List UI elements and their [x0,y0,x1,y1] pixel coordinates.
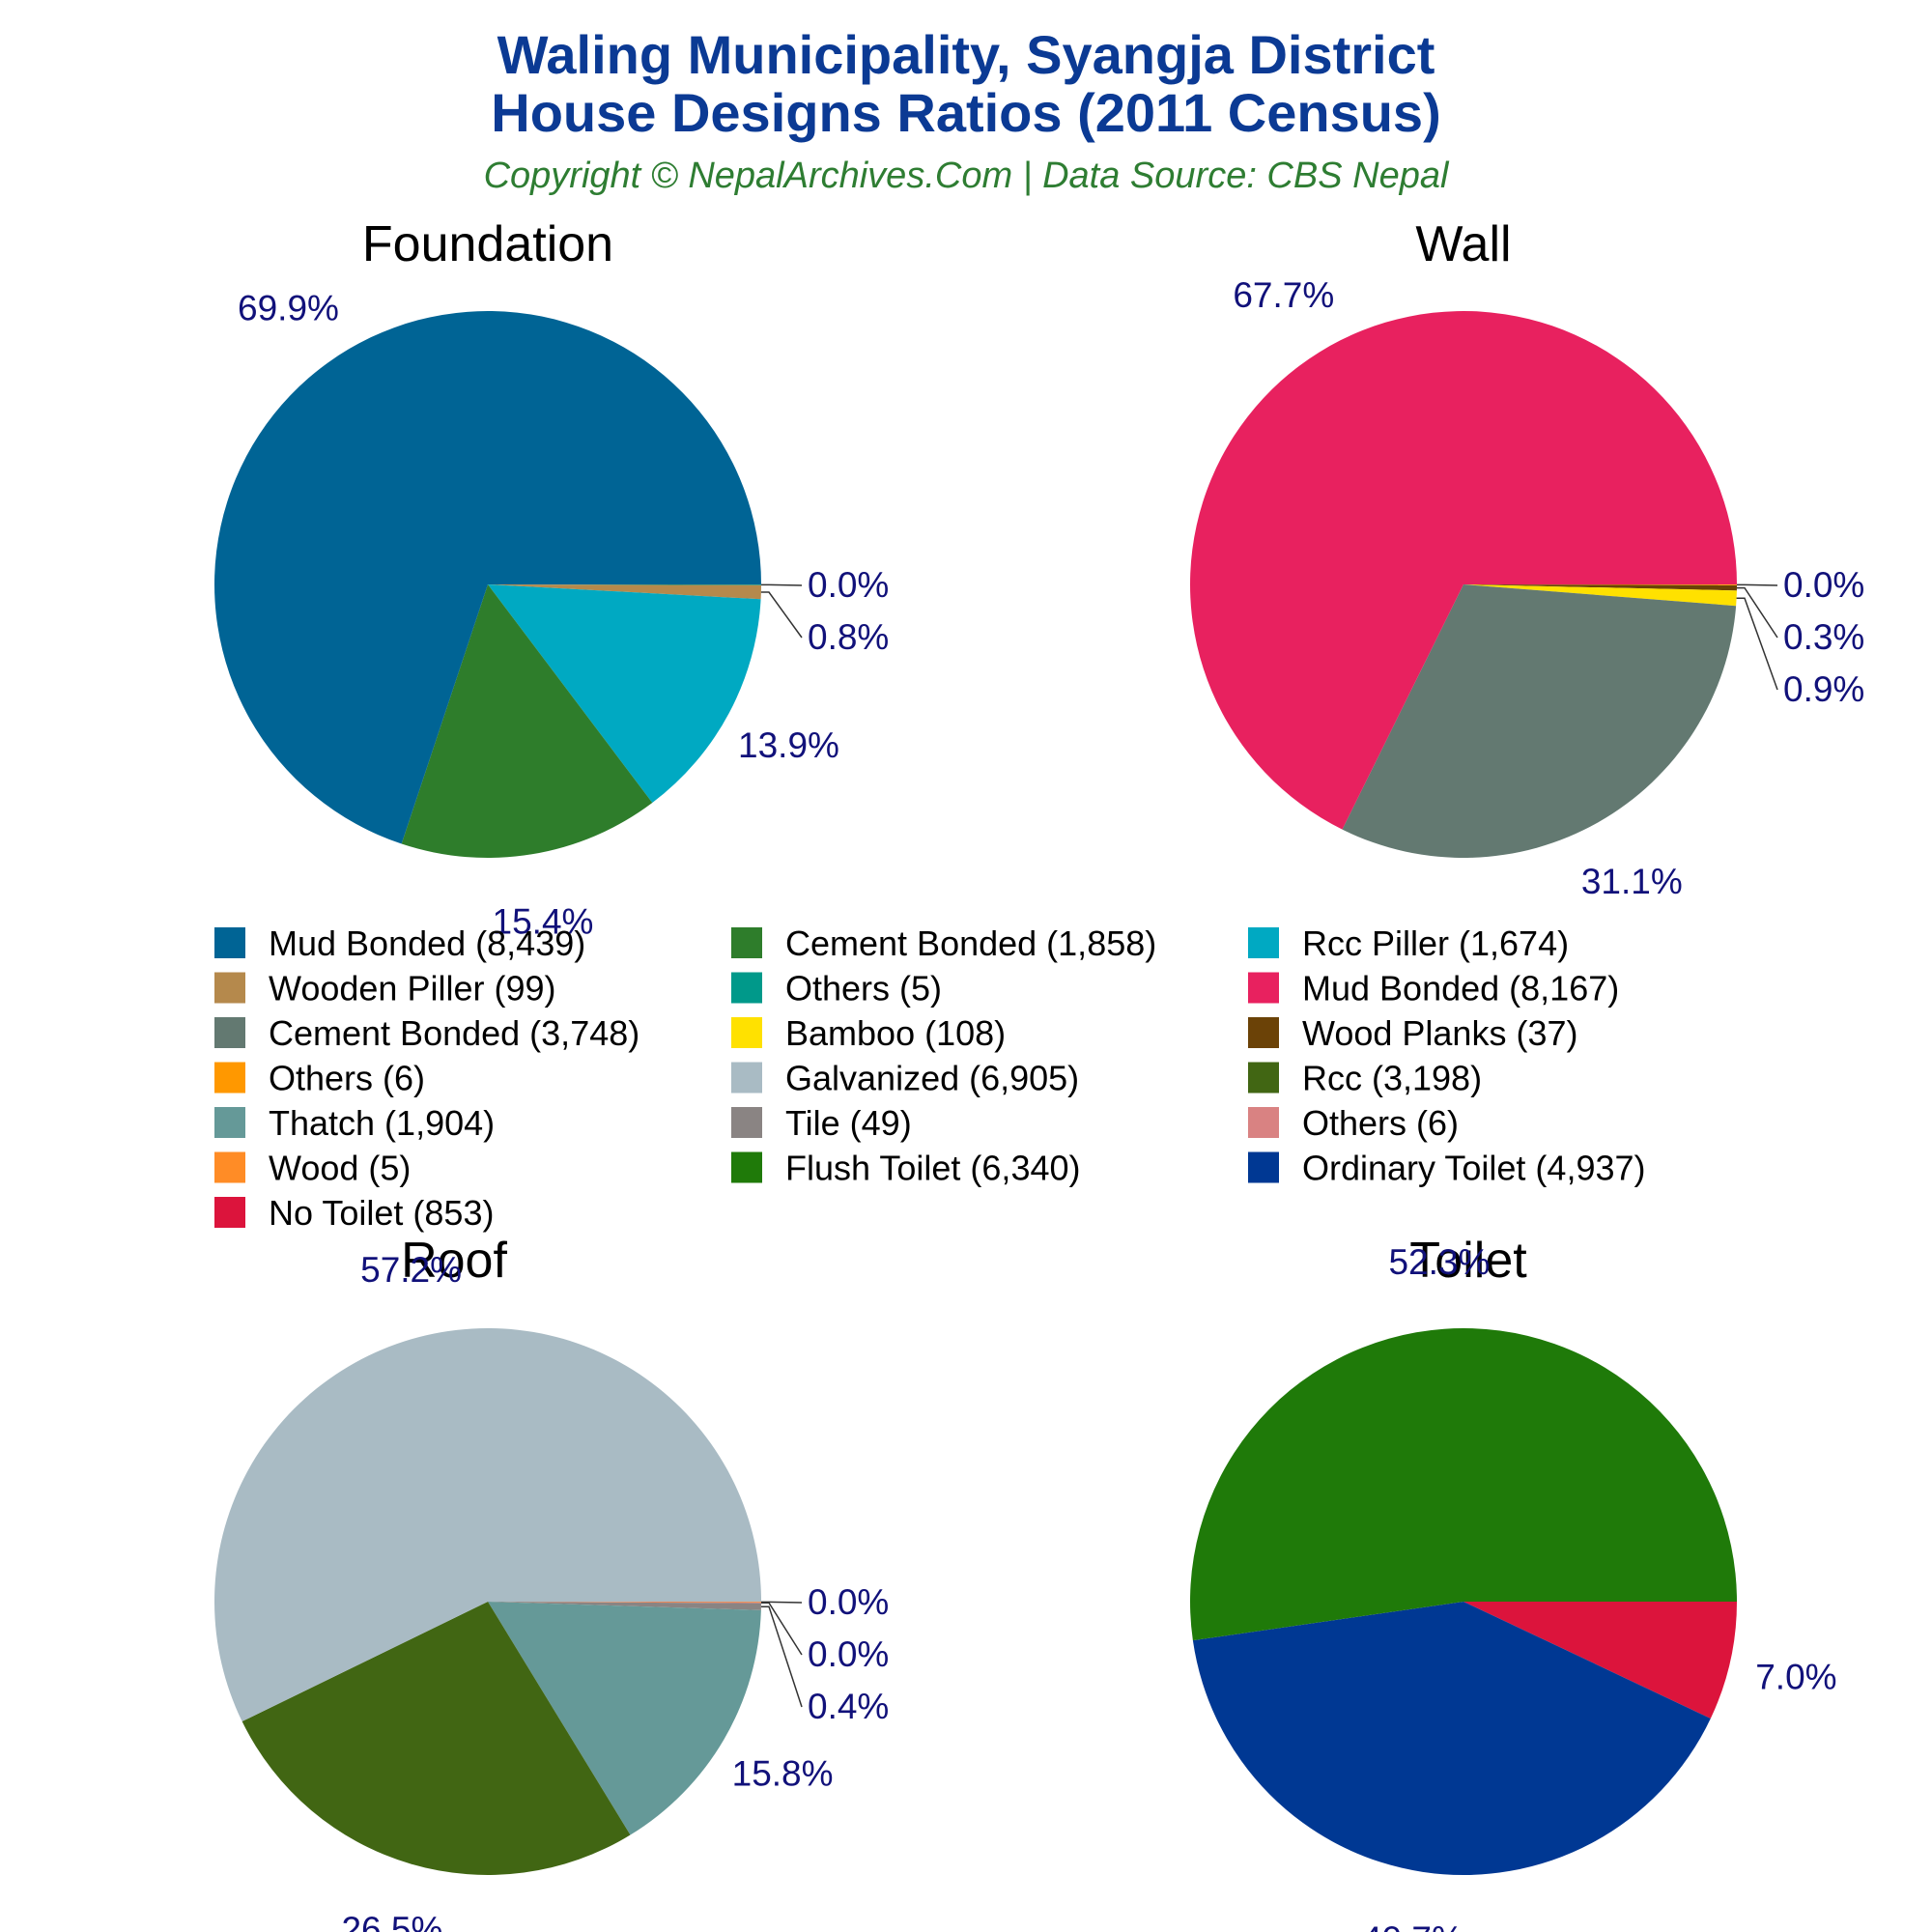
chart-title-line1: Waling Municipality, Syangja District [497,24,1435,85]
legend-swatch-cement-bonded-1-858 [731,927,762,958]
pie-label-wall-wood-planks: 0.3% [1783,617,1864,657]
legend-label-no-toilet-853: No Toilet (853) [269,1193,494,1233]
pie-slice-wall-wood-planks [1463,584,1737,591]
pie-leader-foundation-wooden-piller [760,591,803,639]
legend-swatch-others-5 [731,972,762,1004]
pie-leader-wall-wood-planks [1737,586,1778,639]
pie-slice-foundation-others [488,584,762,585]
legend-label-mud-bonded-8-439: Mud Bonded (8,439) [269,923,585,963]
pie-slice-foundation-wooden-piller [488,584,761,600]
legend-swatch-others-6 [1248,1107,1279,1138]
pie-title-roof: Roof [401,1233,507,1289]
legend-label-cement-bonded-3-748: Cement Bonded (3,748) [269,1013,639,1053]
pie-slice-roof-thatch [488,1602,761,1835]
chart-subtitle: Copyright © NepalArchives.Com | Data Sou… [484,156,1450,196]
pie-slice-foundation-cement-bonded [401,584,653,859]
legend-swatch-wooden-piller-99 [214,972,245,1004]
legend-label-rcc-3-198: Rcc (3,198) [1302,1059,1482,1098]
legend-label-mud-bonded-8-167: Mud Bonded (8,167) [1302,969,1619,1009]
legend-swatch-others-6 [214,1062,245,1094]
legend-swatch-flush-toilet-6-340 [731,1151,762,1183]
legend-label-flush-toilet-6-340: Flush Toilet (6,340) [785,1149,1081,1188]
pie-slice-roof-rcc [242,1602,631,1876]
pie-leader-wall-others [1737,583,1778,586]
pie-slice-wall-others [1463,584,1738,585]
chart-title-line2: House Designs Ratios (2011 Census) [491,82,1440,143]
pie-leader-foundation-others [761,583,803,586]
pie-label-toilet-flush-toilet: 52.3% [1388,1242,1490,1282]
legend-swatch-wood-planks-37 [1248,1017,1279,1048]
legend-label-others-5: Others (5) [785,969,942,1009]
legend-label-ordinary-toilet-4-937: Ordinary Toilet (4,937) [1302,1149,1646,1188]
pie-title-wall: Wall [1415,216,1511,272]
pie-wall: Wall 31.1% 67.7% 0.0% 0.3% 0.9% [1190,216,1864,901]
pie-label-foundation-others: 0.0% [808,565,889,605]
pie-label-roof-others: 0.0% [808,1634,889,1674]
legend-swatch-wood-5 [214,1151,245,1183]
legend-label-bamboo-108: Bamboo (108) [785,1013,1006,1053]
pie-label-foundation-cement-bonded: 15.4% [493,901,594,941]
pie-label-roof-galvanized: 57.2% [360,1250,462,1290]
pie-foundation: Foundation 13.9% 15.4% 69.9% 0.0% 0.8% [213,216,889,941]
pie-label-wall-mud-bonded: 67.7% [1233,275,1334,315]
pie-label-roof-thatch: 15.8% [732,1754,834,1794]
pie-slice-wall-bamboo [1463,584,1737,607]
legend-swatch-cement-bonded-3-748 [214,1017,245,1048]
pie-slice-roof-wood [488,1602,762,1603]
pie-label-wall-others: 0.0% [1783,565,1864,605]
pie-slice-toilet-flush-toilet [1190,1327,1737,1641]
pie-label-toilet-ordinary-toilet: 40.7% [1362,1919,1463,1932]
pie-toilet: Toilet 7.0% 40.7% 52.3% [1190,1233,1837,1932]
legend: Mud Bonded (8,439) Cement Bonded (1,858) R… [214,923,1646,1233]
legend-swatch-thatch-1-904 [214,1107,245,1138]
legend-swatch-rcc-piller-1-674 [1248,927,1279,958]
legend-swatch-ordinary-toilet-4-937 [1248,1151,1279,1183]
pie-slice-roof-tile [488,1602,761,1610]
pie-title-foundation: Foundation [362,216,613,272]
pie-slice-foundation-mud-bonded [213,311,761,844]
legend-swatch-no-toilet-853 [214,1197,245,1228]
legend-label-others-6: Others (6) [269,1059,425,1098]
pie-slice-roof-others [488,1602,762,1604]
legend-label-wood-5: Wood (5) [269,1149,411,1188]
legend-label-tile-49: Tile (49) [785,1103,912,1143]
pie-leader-wall-bamboo [1736,597,1778,691]
pie-title-toilet: Toilet [1409,1233,1527,1289]
legend-label-others-6: Others (6) [1302,1103,1459,1143]
pie-label-wall-bamboo: 0.9% [1783,669,1864,709]
legend-swatch-galvanized-6-905 [731,1062,762,1094]
legend-label-rcc-piller-1-674: Rcc Piller (1,674) [1302,923,1569,963]
pie-label-toilet-no-toilet: 7.0% [1755,1657,1836,1696]
pie-leader-roof-wood [761,1601,803,1604]
legend-swatch-mud-bonded-8-167 [1248,972,1279,1004]
pie-slice-toilet-no-toilet [1463,1602,1737,1719]
legend-label-wooden-piller-99: Wooden Piller (99) [269,969,555,1009]
legend-label-cement-bonded-1-858: Cement Bonded (1,858) [785,923,1156,963]
pie-slice-roof-galvanized [213,1328,761,1722]
pie-roof: Roof 15.8% 26.5% 57.2% 0.0% 0.0% 0.4% [213,1233,889,1932]
legend-label-galvanized-6-905: Galvanized (6,905) [785,1059,1079,1098]
legend-swatch-rcc-3-198 [1248,1062,1279,1094]
legend-label-thatch-1-904: Thatch (1,904) [269,1103,495,1143]
legend-swatch-tile-49 [731,1107,762,1138]
pie-slice-wall-cement-bonded [1342,584,1737,859]
pie-label-roof-wood: 0.0% [808,1582,889,1622]
pie-label-roof-tile: 0.4% [808,1687,889,1726]
pie-slice-toilet-ordinary-toilet [1192,1602,1711,1875]
pie-slice-wall-mud-bonded [1190,310,1737,830]
pie-charts: Foundation 13.9% 15.4% 69.9% 0.0% 0.8% Wall 31.… [213,216,1864,1932]
pie-label-foundation-rcc-piller: 13.9% [738,725,839,765]
pie-label-foundation-wooden-piller: 0.8% [808,617,889,657]
pie-label-roof-rcc: 26.5% [341,1910,442,1932]
pie-leader-roof-tile [761,1605,803,1708]
pie-label-foundation-mud-bonded: 69.9% [238,289,339,328]
legend-label-wood-planks-37: Wood Planks (37) [1302,1013,1577,1053]
pie-label-wall-cement-bonded: 31.1% [1581,862,1683,901]
pie-leader-roof-others [761,1602,803,1656]
pie-slice-foundation-rcc-piller [488,584,761,804]
legend-swatch-mud-bonded-8-439 [214,927,245,958]
legend-swatch-bamboo-108 [731,1017,762,1048]
